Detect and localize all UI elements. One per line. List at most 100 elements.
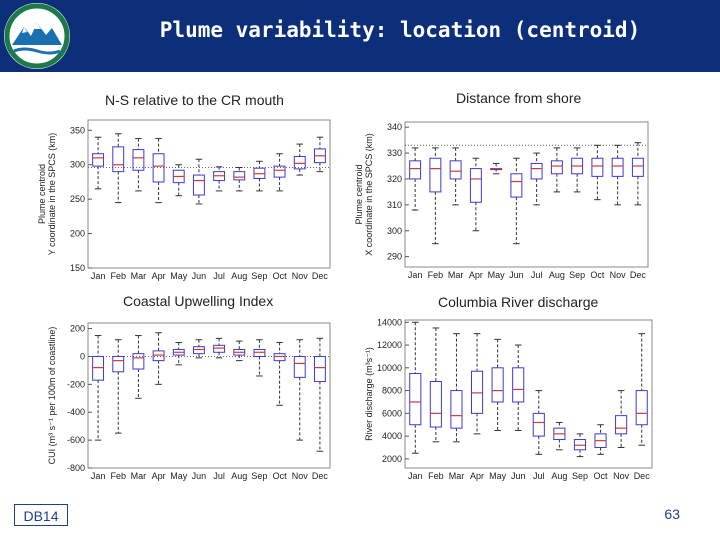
plot-frame — [87, 322, 331, 469]
x-tick-label: Jan — [91, 471, 106, 481]
y-tick-label: -200 — [67, 379, 85, 389]
x-tick-label: Oct — [594, 471, 609, 481]
x-tick-label: May — [489, 471, 507, 481]
box — [615, 415, 628, 435]
x-tick-label: Feb — [428, 270, 444, 280]
y-tick-label: 150 — [70, 263, 85, 273]
box — [631, 157, 644, 177]
box — [233, 171, 246, 181]
panel-title-discharge: Columbia River discharge — [438, 294, 599, 310]
box — [273, 165, 286, 178]
x-tick-label: Nov — [292, 471, 309, 481]
box — [429, 157, 442, 193]
box — [192, 174, 205, 196]
y-axis-label: Plume centroid — [354, 164, 364, 224]
y-tick-label: 320 — [387, 174, 402, 184]
box — [611, 157, 624, 177]
x-tick-label: Mar — [131, 471, 147, 481]
x-tick-label: Oct — [273, 471, 288, 481]
y-tick-label: 0 — [80, 351, 85, 361]
y-tick-label: -800 — [67, 463, 85, 473]
plot-frame — [404, 121, 649, 268]
box — [92, 355, 105, 381]
x-tick-label: Nov — [613, 471, 630, 481]
logo-icon — [4, 3, 70, 69]
slide-tag: DB14 — [14, 504, 68, 526]
box — [132, 149, 145, 171]
y-tick-label: 4000 — [382, 431, 402, 441]
page-number: 63 — [664, 506, 680, 522]
box — [532, 412, 545, 437]
panel-title-shore: Distance from shore — [456, 90, 582, 106]
y-tick-label: 14000 — [377, 317, 402, 327]
box — [409, 373, 422, 426]
y-tick-label: 200 — [70, 324, 85, 334]
x-tick-label: Jul — [533, 471, 545, 481]
y-tick-label: -400 — [67, 407, 85, 417]
plot-frame — [404, 319, 653, 469]
y-tick-label: 290 — [387, 252, 402, 262]
box — [112, 355, 125, 373]
box — [112, 146, 125, 173]
y-tick-label: 310 — [387, 200, 402, 210]
x-tick-label: Apr — [152, 471, 166, 481]
panel-title-cui: Coastal Upwelling Index — [123, 293, 274, 309]
box — [530, 162, 543, 180]
x-tick-label: Apr — [469, 270, 483, 280]
box — [450, 390, 463, 429]
box — [313, 355, 326, 383]
x-tick-label: Aug — [231, 471, 247, 481]
x-tick-label: Nov — [292, 271, 309, 281]
x-tick-label: Jun — [509, 270, 524, 280]
x-tick-label: May — [488, 270, 506, 280]
x-tick-label: Aug — [231, 271, 247, 281]
panel-title-ns: N-S relative to the CR mouth — [105, 92, 284, 108]
box — [550, 160, 563, 175]
x-tick-label: Jul — [531, 270, 543, 280]
y-tick-label: 300 — [387, 226, 402, 236]
x-tick-label: Jun — [192, 471, 207, 481]
x-tick-label: Jun — [511, 471, 526, 481]
x-tick-label: Jan — [408, 471, 423, 481]
box — [449, 160, 462, 180]
x-tick-label: May — [170, 271, 188, 281]
page-title: Plume variability: location (centroid) — [159, 18, 641, 42]
box — [429, 380, 442, 428]
x-tick-label: Sep — [251, 471, 267, 481]
x-tick-label: Feb — [110, 271, 126, 281]
x-tick-label: Jan — [91, 271, 106, 281]
x-tick-label: Mar — [448, 270, 464, 280]
x-tick-label: Sep — [251, 271, 267, 281]
box — [192, 346, 205, 355]
y-tick-label: 350 — [70, 125, 85, 135]
box — [635, 390, 648, 426]
x-tick-label: Dec — [630, 270, 647, 280]
box — [92, 153, 105, 167]
box — [152, 153, 165, 183]
x-tick-label: Jun — [192, 271, 207, 281]
x-tick-label: Dec — [312, 271, 329, 281]
y-tick-label: 200 — [70, 229, 85, 239]
x-tick-label: May — [170, 471, 188, 481]
y-tick-label: -600 — [67, 435, 85, 445]
box — [293, 155, 306, 170]
x-tick-label: Aug — [549, 270, 565, 280]
box — [132, 353, 145, 370]
x-tick-label: Apr — [470, 471, 484, 481]
x-tick-label: Sep — [572, 471, 588, 481]
y-axis-label: Y coordinate in the SPCS (km) — [47, 133, 57, 255]
x-tick-label: Nov — [610, 270, 627, 280]
box — [293, 355, 306, 378]
x-tick-label: Jul — [213, 271, 225, 281]
x-tick-label: Jan — [408, 270, 423, 280]
x-tick-label: Oct — [590, 270, 605, 280]
box — [469, 168, 482, 203]
y-tick-label: 300 — [70, 160, 85, 170]
x-tick-label: Feb — [110, 471, 126, 481]
box — [253, 348, 266, 357]
box — [512, 367, 525, 403]
x-tick-label: Aug — [551, 471, 567, 481]
y-tick-label: 250 — [70, 194, 85, 204]
box — [273, 353, 286, 362]
